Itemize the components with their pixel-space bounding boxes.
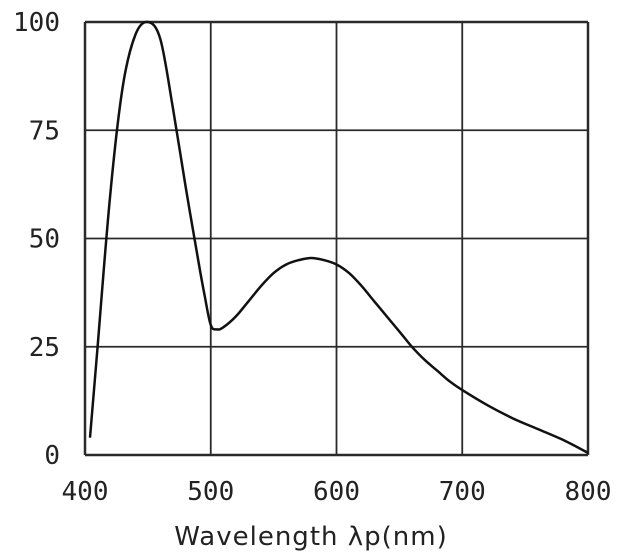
x-tick-labels: 400 500 600 700 800 (62, 477, 612, 507)
y-tick-label: 0 (44, 441, 60, 471)
y-tick-label: 100 (13, 8, 60, 38)
series-line (88, 20, 589, 454)
grid (83, 20, 590, 457)
y-tick-labels: 0 25 50 75 100 (13, 8, 60, 471)
x-tick-label: 800 (565, 477, 612, 507)
x-tick-label: 500 (187, 477, 234, 507)
y-tick-label: 50 (29, 225, 60, 255)
y-tick-label: 25 (29, 333, 60, 363)
x-tick-label: 600 (313, 477, 360, 507)
x-axis-title: Wavelength λp(nm) (174, 522, 447, 552)
x-tick-label: 700 (439, 477, 486, 507)
y-tick-label: 75 (29, 116, 60, 146)
x-tick-label: 400 (62, 477, 109, 507)
